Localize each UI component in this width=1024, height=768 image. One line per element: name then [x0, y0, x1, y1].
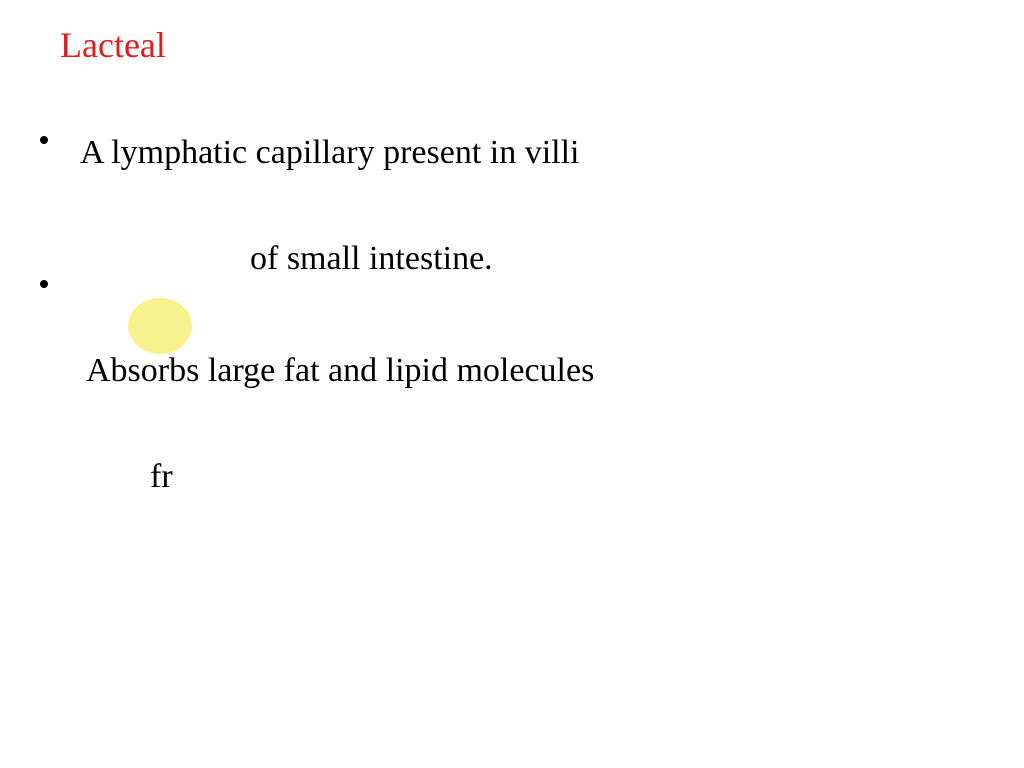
handwritten-note-page: Lacteal A lymphatic capillary present in… — [0, 0, 1024, 768]
note-line: Absorbs large fat and lipid molecules — [86, 352, 1024, 390]
bullet-dot — [40, 136, 48, 144]
note-line: A lymphatic capillary present in villi — [80, 134, 1024, 172]
bullet-dot — [40, 280, 48, 288]
note-line: of small intestine. — [250, 240, 1024, 278]
cursor-highlight — [128, 298, 192, 354]
note-title: Lacteal — [60, 24, 1024, 66]
note-line-partial: fr — [150, 458, 1024, 496]
